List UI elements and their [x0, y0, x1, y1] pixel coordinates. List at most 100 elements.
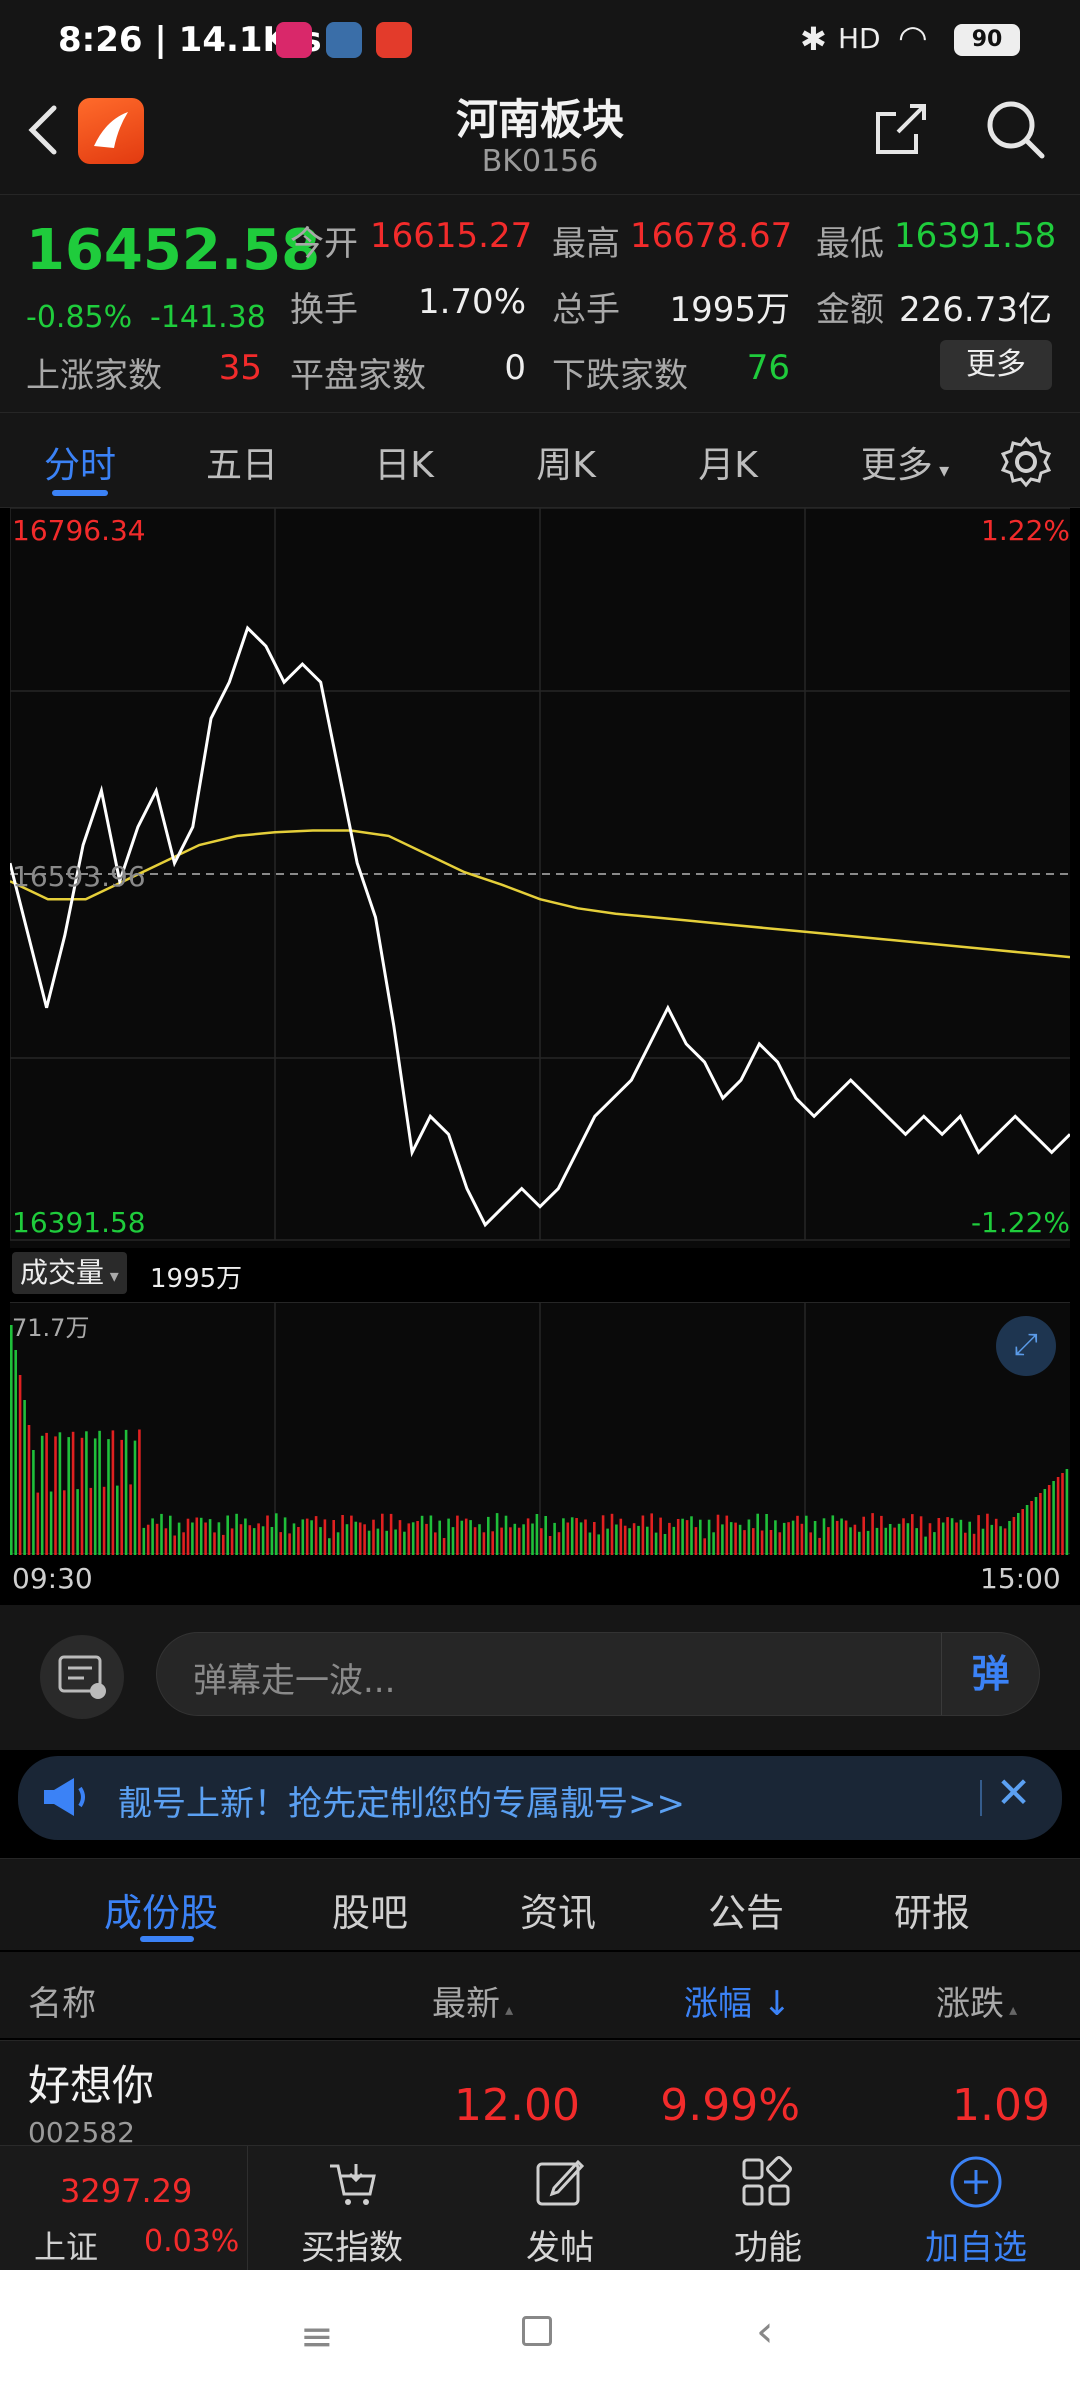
tab-week-k[interactable]: 周K — [536, 445, 596, 486]
share-icon[interactable] — [870, 100, 930, 160]
turnover-label: 换手 — [290, 290, 358, 330]
volume-bar — [902, 1518, 905, 1555]
volume-bar — [261, 1526, 265, 1555]
volume-bar — [288, 1533, 291, 1555]
volume-bar — [275, 1513, 278, 1555]
edit-icon[interactable] — [534, 2156, 586, 2208]
tab-news[interactable]: 资讯 — [520, 1891, 597, 1935]
up-count: 35 — [218, 348, 262, 388]
y-axis-mid-label: 16593.96 — [12, 860, 146, 893]
promo-banner[interactable]: 靓号上新！抢先定制您的专属靓号>> ✕ — [18, 1756, 1062, 1840]
volume-bar — [407, 1523, 411, 1555]
nav-buy-index[interactable]: 买指数 — [301, 2228, 403, 2268]
index-value: 3297.29 — [60, 2172, 193, 2210]
nav-post[interactable]: 发帖 — [526, 2228, 594, 2268]
tab-research[interactable]: 研报 — [894, 1891, 971, 1935]
volume-bar — [363, 1524, 366, 1555]
col-change[interactable]: 涨跌 ▴ — [936, 1984, 1018, 2024]
volume-bar — [548, 1536, 552, 1555]
turnover-value: 1.70% — [417, 282, 526, 322]
volume-bar — [562, 1518, 565, 1555]
volume-bar — [615, 1524, 618, 1555]
volume-selector[interactable]: 成交量 ▾ — [12, 1252, 127, 1294]
menu-icon[interactable]: ≡ — [300, 2314, 334, 2360]
intraday-chart[interactable] — [8, 507, 1072, 1248]
table-row[interactable] — [0, 2040, 1080, 2145]
volume-bar — [235, 1513, 238, 1555]
x-axis-start: 09:30 — [12, 1562, 93, 1595]
expand-icon[interactable]: ⤢ — [996, 1316, 1056, 1376]
volume-bar — [690, 1516, 693, 1555]
volume-bar — [389, 1513, 393, 1555]
danmaku-input[interactable]: 弹幕走一波... 弹 — [156, 1632, 1040, 1716]
volume-bar — [813, 1521, 817, 1555]
app-header — [0, 84, 1080, 194]
grid-icon[interactable] — [740, 2156, 792, 2208]
flat-count: 0 — [504, 348, 526, 388]
volume-bar — [332, 1520, 335, 1555]
cart-icon[interactable] — [326, 2158, 378, 2210]
volume-bar — [142, 1527, 146, 1555]
home-icon[interactable] — [522, 2316, 552, 2346]
volume-bar — [915, 1528, 918, 1555]
volume-label: 总手 — [552, 290, 620, 330]
nav-functions[interactable]: 功能 — [734, 2228, 802, 2268]
volume-bar — [707, 1519, 711, 1555]
volume-bar — [950, 1518, 954, 1555]
more-button[interactable]: 更多 — [940, 340, 1052, 390]
search-icon[interactable] — [984, 98, 1048, 162]
col-latest[interactable]: 最新 ▴ — [432, 1984, 514, 2024]
volume-bar — [809, 1532, 812, 1555]
volume-bar — [63, 1490, 66, 1555]
tab-intraday[interactable]: 分时 — [43, 445, 116, 486]
open-value: 16615.27 — [370, 216, 533, 256]
volume-bar — [968, 1521, 971, 1555]
tab-announcements[interactable]: 公告 — [708, 1891, 785, 1935]
volume-bar — [213, 1532, 216, 1555]
wifi-icon: ◠ — [898, 18, 928, 58]
col-name[interactable]: 名称 — [28, 1984, 96, 2024]
high-label: 最高 — [552, 224, 620, 264]
back-icon[interactable] — [22, 102, 62, 158]
tab-constituents[interactable]: 成份股 — [104, 1891, 219, 1935]
volume-bar — [597, 1534, 600, 1555]
danmaku-toggle-button[interactable]: 弹 — [941, 1633, 1039, 1715]
tab-forum[interactable]: 股吧 — [332, 1891, 409, 1935]
volume-bar — [676, 1519, 680, 1555]
tab-five-day[interactable]: 五日 — [205, 445, 278, 486]
index-widget[interactable]: 3297.29 上证 0.03% — [0, 2146, 248, 2270]
volume-bar — [398, 1520, 402, 1555]
volume-bar — [239, 1524, 243, 1555]
volume-bar — [593, 1522, 596, 1555]
volume-bar — [469, 1520, 472, 1555]
close-icon[interactable]: ✕ — [996, 1768, 1032, 1817]
system-nav-bar: ≡ ‹ — [0, 2270, 1080, 2400]
volume-bar — [279, 1532, 282, 1555]
volume-bar — [98, 1430, 101, 1555]
volume-bar — [897, 1523, 901, 1555]
volume-bar — [601, 1515, 605, 1555]
plus-circle-icon[interactable] — [948, 2154, 1004, 2210]
volume-bar — [893, 1527, 896, 1555]
danmaku-list-button[interactable] — [40, 1635, 124, 1719]
volume-bar — [977, 1515, 980, 1555]
volume-bar — [924, 1536, 927, 1555]
volume-bar — [553, 1522, 556, 1555]
volume-bar — [155, 1523, 159, 1555]
col-change-pct[interactable]: 涨幅 ↓ — [684, 1984, 792, 2024]
volume-bar — [447, 1518, 450, 1555]
back-nav-icon[interactable]: ‹ — [756, 2306, 774, 2357]
tab-day-k[interactable]: 日K — [374, 445, 434, 486]
gear-icon[interactable] — [998, 434, 1054, 490]
tab-more[interactable]: 更多 ▾ — [860, 445, 950, 486]
volume-bar — [840, 1518, 843, 1555]
volume-bar — [164, 1528, 168, 1555]
tiktok-icon — [276, 22, 312, 58]
volume-bar — [151, 1518, 154, 1555]
nav-add-watchlist[interactable]: 加自选 — [925, 2228, 1027, 2268]
settings-app-icon — [326, 22, 362, 58]
volume-bar — [195, 1517, 199, 1555]
tab-month-k[interactable]: 月K — [698, 445, 758, 486]
volume-bar — [301, 1519, 305, 1555]
volume-bar — [941, 1522, 945, 1555]
